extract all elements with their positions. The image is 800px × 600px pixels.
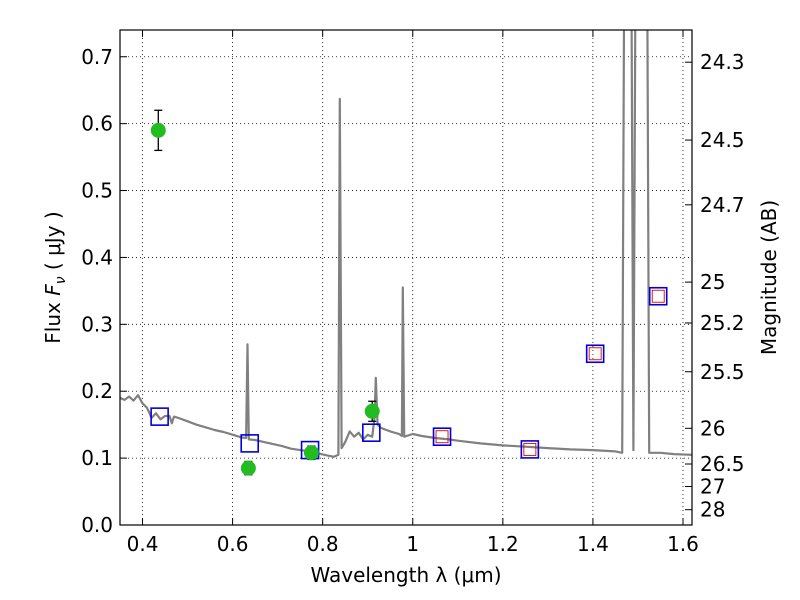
- observed-point: [240, 460, 256, 476]
- model-box: [520, 440, 540, 459]
- y-tick-label: 0.5: [81, 179, 113, 203]
- x-tick-label: 0.6: [217, 532, 249, 556]
- model-box-inner: [651, 289, 665, 303]
- right-tick-label: 26: [700, 416, 725, 440]
- axis-ticks: 0.4 0.6 0.8 1 1.2 1.4 1.6 0.0 0.1 0.2 0.3 0.4 0.5 0.6…: [81, 30, 745, 556]
- y-tick-label: 0.3: [81, 312, 113, 336]
- model-spectrum: [120, 30, 692, 458]
- x-tick-label: 0.8: [307, 532, 339, 556]
- right-tick-label: 26.5: [700, 452, 745, 476]
- right-tick-label: 25.5: [700, 360, 745, 384]
- right-axis-label: Magnitude (AB): [757, 200, 781, 355]
- y-axis-label-symbol: F: [41, 284, 65, 296]
- observed-point: [150, 122, 166, 138]
- y-tick-label: 0.4: [81, 245, 113, 269]
- y-tick-label: 0.6: [81, 112, 113, 136]
- model-box: [150, 407, 169, 426]
- right-tick-label: 27: [700, 475, 725, 499]
- x-tick-label: 0.4: [127, 532, 159, 556]
- right-tick-label: 24.5: [700, 128, 745, 152]
- model-box-inner: [435, 430, 449, 444]
- x-tick-label: 1.4: [577, 532, 609, 556]
- model-box-inner: [588, 347, 602, 361]
- model-box: [648, 286, 668, 306]
- y-tick-label: 0.1: [81, 446, 113, 470]
- right-tick-label: 25.2: [700, 311, 745, 335]
- model-box: [240, 434, 260, 453]
- model-spectrum-line: [120, 30, 692, 458]
- y-axis-label-suffix: ( μJy ): [41, 211, 65, 276]
- model-box: [362, 423, 381, 442]
- right-tick-label: 24.3: [700, 50, 745, 74]
- right-tick-label: 24.7: [700, 193, 745, 217]
- model-box: [585, 344, 605, 364]
- x-tick-label: 1.6: [667, 532, 699, 556]
- y-tick-label: 0.0: [81, 513, 113, 537]
- plot-frame: [119, 29, 693, 526]
- y-axis-label-prefix: Flux: [41, 296, 65, 344]
- x-tick-label: 1.2: [487, 532, 519, 556]
- x-axis-label: Wavelength λ (μm): [310, 563, 501, 587]
- model-box-inner: [523, 442, 537, 456]
- y-axis-label-subscript: ν: [53, 276, 69, 284]
- right-tick-label: 28: [700, 498, 725, 522]
- y-axis-label: Flux Fν ( μJy ): [41, 211, 69, 343]
- right-tick-label: 25: [700, 270, 725, 294]
- model-photometry-boxes: [150, 286, 668, 460]
- observed-point: [303, 445, 319, 461]
- y-tick-label: 0.2: [81, 379, 113, 403]
- y-tick-label: 0.7: [81, 45, 113, 69]
- model-box: [432, 427, 452, 447]
- x-tick-label: 1: [406, 532, 419, 556]
- observed-point: [364, 403, 380, 419]
- grid: [120, 30, 692, 525]
- observed-photometry: [150, 109, 380, 476]
